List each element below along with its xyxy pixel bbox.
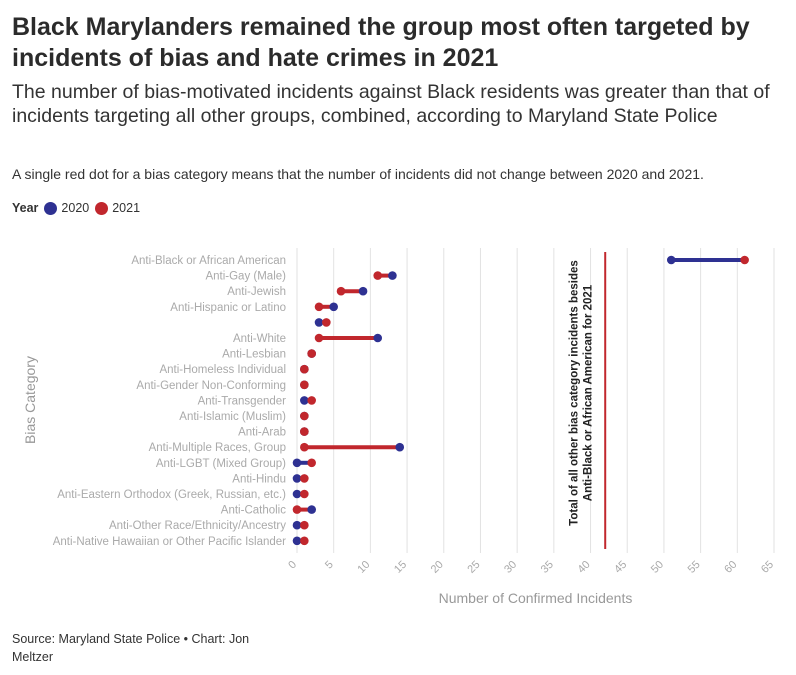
legend-swatch-2020 [44,201,58,215]
point-2021 [300,520,309,530]
legend-item-2020[interactable]: 2020 [44,201,89,215]
point-2020 [292,520,302,530]
category-label: Anti-Catholic [221,505,286,517]
category-label: Anti-Hispanic or Latino [170,302,286,314]
reference-line-label: Total of all other bias category inciden… [569,260,595,526]
point-2020 [395,442,405,452]
point-2021 [307,396,316,405]
x-axis-title: Number of Confirmed Incidents [439,590,633,606]
point-2021 [300,427,309,436]
point-2021 [292,505,302,514]
point-2021 [314,302,324,312]
category-label: Anti-Arab [238,427,286,439]
legend: Year 2020 2021 [12,201,146,215]
point-2021 [740,255,749,265]
point-2021 [307,349,316,358]
category-label: Anti-Lesbian [222,349,286,361]
legend-item-2021[interactable]: 2021 [95,201,140,215]
category-label: Anti-LGBT (Mixed Group) [156,458,286,470]
x-tick-label: 35 [539,559,556,576]
category-label: Anti-Eastern Orthodox (Greek, Russian, e… [57,489,286,501]
category-label: Anti-White [233,333,286,345]
point-2021 [300,380,309,390]
x-tick-label: 10 [355,559,372,576]
x-tick-label: 65 [759,559,776,576]
chart-note: A single red dot for a bias category mea… [12,166,704,182]
legend-label-2020: 2020 [61,201,90,215]
x-tick-label: 40 [576,559,593,576]
chart-title: Black Marylanders remained the group mos… [12,13,750,72]
x-tick-label: 50 [649,559,666,576]
chart-subtitle: The number of bias-motivated incidents a… [12,81,770,127]
category-label: Anti-Black or African American [131,255,286,267]
x-tick-label: 20 [429,559,446,576]
category-label: Anti-Homeless Individual [159,364,286,376]
x-tick-label: 0 [286,559,299,572]
point-2020 [300,396,309,405]
x-tick-label: 25 [465,559,482,576]
x-tick-label: 55 [686,559,703,576]
point-2020 [358,286,368,296]
x-tick-label: 45 [612,559,629,576]
point-2020 [292,536,302,546]
category-label: Anti-Transgender [198,395,287,407]
point-2020 [307,505,316,514]
category-label: Anti-Jewish [227,286,286,298]
x-tick-label: 30 [502,559,519,576]
point-2020 [388,271,397,280]
category-label: Anti-Gay (Male) [205,271,286,283]
x-tick-label: 5 [323,559,336,572]
legend-label-2021: 2021 [112,201,141,215]
point-2021 [300,474,309,483]
legend-title: Year [12,201,39,215]
point-2020 [329,302,338,312]
x-tick-label: 60 [722,559,739,576]
point-2021 [336,286,346,296]
dumbbell-chart: 0 5 10 15 20 25 30 35 40 45 50 55 60 65 Number of Conf… [22,248,776,606]
point-2020 [666,255,676,265]
source-credit: Source: Maryland State Police • Chart: J… [12,632,250,664]
point-2021 [373,271,383,280]
point-2021 [322,318,331,327]
point-2020 [314,318,324,327]
point-2020 [292,474,302,483]
category-label: Anti-Multiple Races, Group [149,442,286,454]
y-axis-title: Bias Category [22,356,38,444]
legend-swatch-2021 [95,201,109,215]
x-tick-label: 15 [392,559,409,576]
point-2020 [292,489,302,499]
category-label: Anti-Islamic (Muslim) [179,411,286,423]
point-2020 [292,458,302,468]
point-2021 [307,458,316,468]
point-2021 [300,489,309,499]
point-2021 [300,364,309,374]
point-2021 [300,411,309,421]
category-label: Anti-Native Hawaiian or Other Pacific Is… [53,536,286,548]
point-2020 [373,333,383,343]
category-label: Anti-Hindu [232,473,286,485]
point-2021 [300,536,309,546]
category-label: Anti-Other Race/Ethnicity/Ancestry [109,520,286,532]
point-2021 [300,442,309,452]
point-2021 [314,333,324,343]
category-label: Anti-Gender Non-Conforming [136,380,286,392]
